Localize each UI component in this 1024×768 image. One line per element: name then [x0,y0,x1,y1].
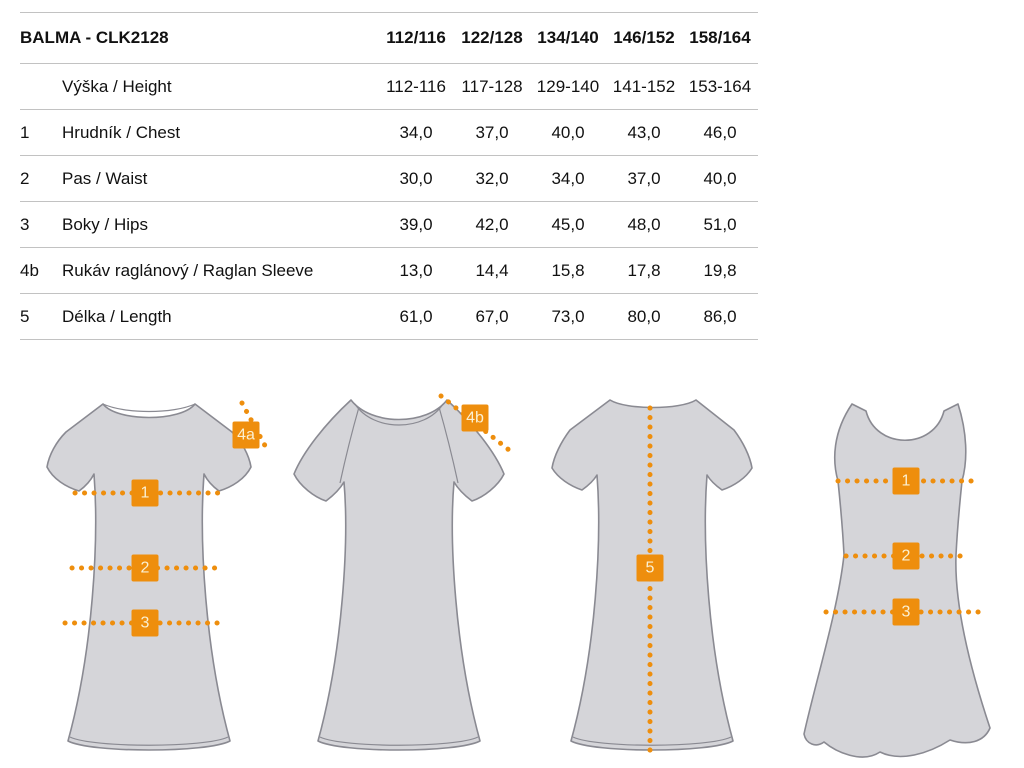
dress-front-raglan-drawing [293,393,512,751]
row-number: 3 [20,214,30,234]
marker-sleeve-raglan-badge: 4b [461,404,489,432]
table-row: 5 Délka / Length 61,0 67,0 73,0 80,0 86,… [20,294,758,340]
cell-value: 51,0 [703,214,737,234]
marker-length-badge: 5 [636,554,664,582]
row-number: 2 [20,168,30,188]
cell-value: 15,8 [551,260,585,280]
cell-value: 48,0 [627,214,661,234]
marker-sleeve-a-badge: 4a [232,421,260,449]
cell-value: 40,0 [551,122,585,142]
cell-value: 117-128 [461,76,523,96]
cell-value: 14,4 [475,260,509,280]
row-number: 4b [20,260,39,280]
row-label: Boky / Hips [62,214,148,234]
cell-value: 67,0 [475,306,509,326]
cell-value: 43,0 [627,122,661,142]
cell-value: 112-116 [386,76,446,96]
size-table: BALMA - CLK2128 112/116 122/128 134/140 … [20,12,758,340]
table-row: 1 Hrudník / Chest 34,0 37,0 40,0 43,0 46… [20,110,758,156]
row-label: Délka / Length [62,306,172,326]
dress-front-raglan-diagram: 4b [283,390,515,765]
cell-value: 45,0 [551,214,585,234]
dress-sleeveless-drawing [803,403,991,758]
row-label: Pas / Waist [62,168,148,188]
dress-sleeveless-flared-diagram: 1 2 3 [788,390,1012,765]
dress-front-capsleeve-diagram: 4a 1 2 3 [33,390,272,765]
product-title: BALMA - CLK2128 [20,28,169,47]
cell-value: 13,0 [399,260,433,280]
cell-value: 153-164 [688,76,752,96]
cell-value: 61,0 [399,306,433,326]
row-label: Rukáv raglánový / Raglan Sleeve [62,260,314,280]
cell-value: 73,0 [551,306,585,326]
marker-hips-badge: 3 [892,598,920,626]
size-column-header: 122/128 [461,28,523,47]
cell-value: 39,0 [399,214,433,234]
table-row: 3 Boky / Hips 39,0 42,0 45,0 48,0 51,0 [20,202,758,248]
marker-chest-badge: 1 [892,467,920,495]
marker-waist-badge: 2 [892,542,920,570]
row-number: 5 [20,306,30,326]
table-header-row: BALMA - CLK2128 112/116 122/128 134/140 … [20,13,758,64]
row-label: Hrudník / Chest [62,122,181,142]
table-row: Výška / Height 112-116 117-128 129-140 1… [20,64,758,110]
size-column-header: 134/140 [537,28,599,47]
cell-value: 46,0 [703,122,737,142]
size-column-header: 158/164 [689,28,751,47]
cell-value: 37,0 [475,122,509,142]
cell-value: 37,0 [627,168,661,188]
table-row: 4b Rukáv raglánový / Raglan Sleeve 13,0 … [20,248,758,294]
table-row: 2 Pas / Waist 30,0 32,0 34,0 37,0 40,0 [20,156,758,202]
marker-hips-badge: 3 [131,609,159,637]
marker-chest-badge: 1 [131,479,159,507]
cell-value: 80,0 [627,306,661,326]
size-column-header: 112/116 [386,28,446,47]
row-number: 1 [20,122,30,142]
row-label: Výška / Height [62,76,172,96]
cell-value: 40,0 [703,168,737,188]
cell-value: 141-152 [612,76,676,96]
cell-value: 34,0 [551,168,585,188]
cell-value: 129-140 [536,76,600,96]
cell-value: 86,0 [703,306,737,326]
dress-back-length-diagram: 5 [538,390,768,765]
cell-value: 32,0 [475,168,509,188]
cell-value: 30,0 [399,168,433,188]
cell-value: 19,8 [703,260,737,280]
cell-value: 42,0 [475,214,509,234]
cell-value: 17,8 [627,260,661,280]
cell-value: 34,0 [399,122,433,142]
marker-waist-badge: 2 [131,554,159,582]
size-column-header: 146/152 [613,28,675,47]
